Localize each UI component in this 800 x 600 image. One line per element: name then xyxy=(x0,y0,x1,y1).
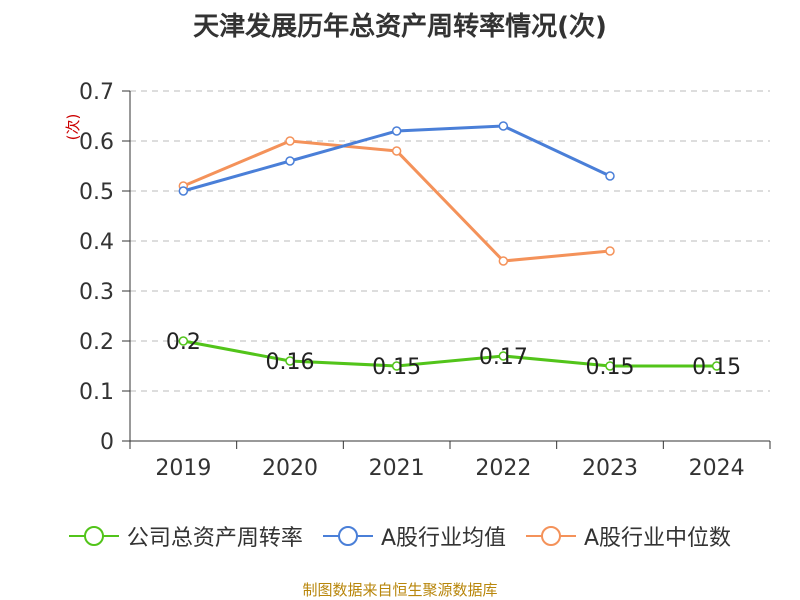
x-tick-label: 2020 xyxy=(262,456,318,481)
data-point xyxy=(605,361,615,371)
y-tick-label: 0 xyxy=(100,430,114,455)
legend-line-marker-icon xyxy=(526,526,576,546)
y-tick-label: 0.4 xyxy=(79,230,114,255)
source-note: 制图数据来自恒生聚源数据库 xyxy=(302,581,498,599)
legend-label-industry-median: A股行业中位数 xyxy=(584,526,732,551)
legend-item-industry-median[interactable]: A股行业中位数 xyxy=(526,520,731,552)
data-label: 0.2 xyxy=(166,330,201,355)
data-point xyxy=(711,361,722,371)
x-tick-label: 2023 xyxy=(582,456,638,481)
data-point xyxy=(285,156,295,166)
data-point xyxy=(285,356,295,366)
legend-item-company[interactable]: 公司总资产周转率 xyxy=(68,520,303,552)
y-tick-label: 0.7 xyxy=(79,80,114,105)
data-label: 0.15 xyxy=(372,355,421,380)
data-point xyxy=(498,351,509,361)
x-tick-label: 2021 xyxy=(369,456,425,481)
data-point xyxy=(178,336,189,346)
data-point xyxy=(391,361,402,371)
data-label: 0.17 xyxy=(479,345,528,370)
data-point xyxy=(498,121,509,131)
legend-label-company: 公司总资产周转率 xyxy=(126,526,303,551)
data-point xyxy=(498,256,509,266)
x-tick-label: 2022 xyxy=(475,456,531,481)
data-point xyxy=(391,126,402,136)
y-tick-label: 0.5 xyxy=(79,180,114,205)
data-point xyxy=(178,186,189,196)
legend-label-industry-mean: A股行业均值 xyxy=(380,526,506,551)
data-label: 0.16 xyxy=(266,350,315,375)
y-axis-label: (次) xyxy=(64,114,82,141)
chart-legend: 公司总资产周转率 A股行业均值 A股行业中位数 xyxy=(0,520,800,552)
data-label: 0.15 xyxy=(586,355,635,380)
y-tick-label: 0.3 xyxy=(79,280,114,305)
y-tick-label: 0.6 xyxy=(79,130,114,155)
legend-line-marker-icon xyxy=(68,526,119,546)
data-label: 0.15 xyxy=(692,355,741,380)
x-tick-label: 2024 xyxy=(689,456,745,481)
legend-item-industry-mean[interactable]: A股行业均值 xyxy=(322,520,506,552)
series-line-0 xyxy=(183,339,717,368)
legend-line-marker-icon xyxy=(322,526,373,546)
data-point xyxy=(605,246,615,256)
chart-title: 天津发展历年总资产周转率情况(次) xyxy=(193,12,607,42)
data-point xyxy=(391,146,402,156)
data-point xyxy=(285,136,295,146)
series-line-2 xyxy=(182,139,611,263)
x-tick-label: 2019 xyxy=(155,456,211,481)
y-tick-label: 0.2 xyxy=(79,330,114,355)
y-tick-label: 0.1 xyxy=(79,380,114,405)
data-point xyxy=(605,171,615,181)
